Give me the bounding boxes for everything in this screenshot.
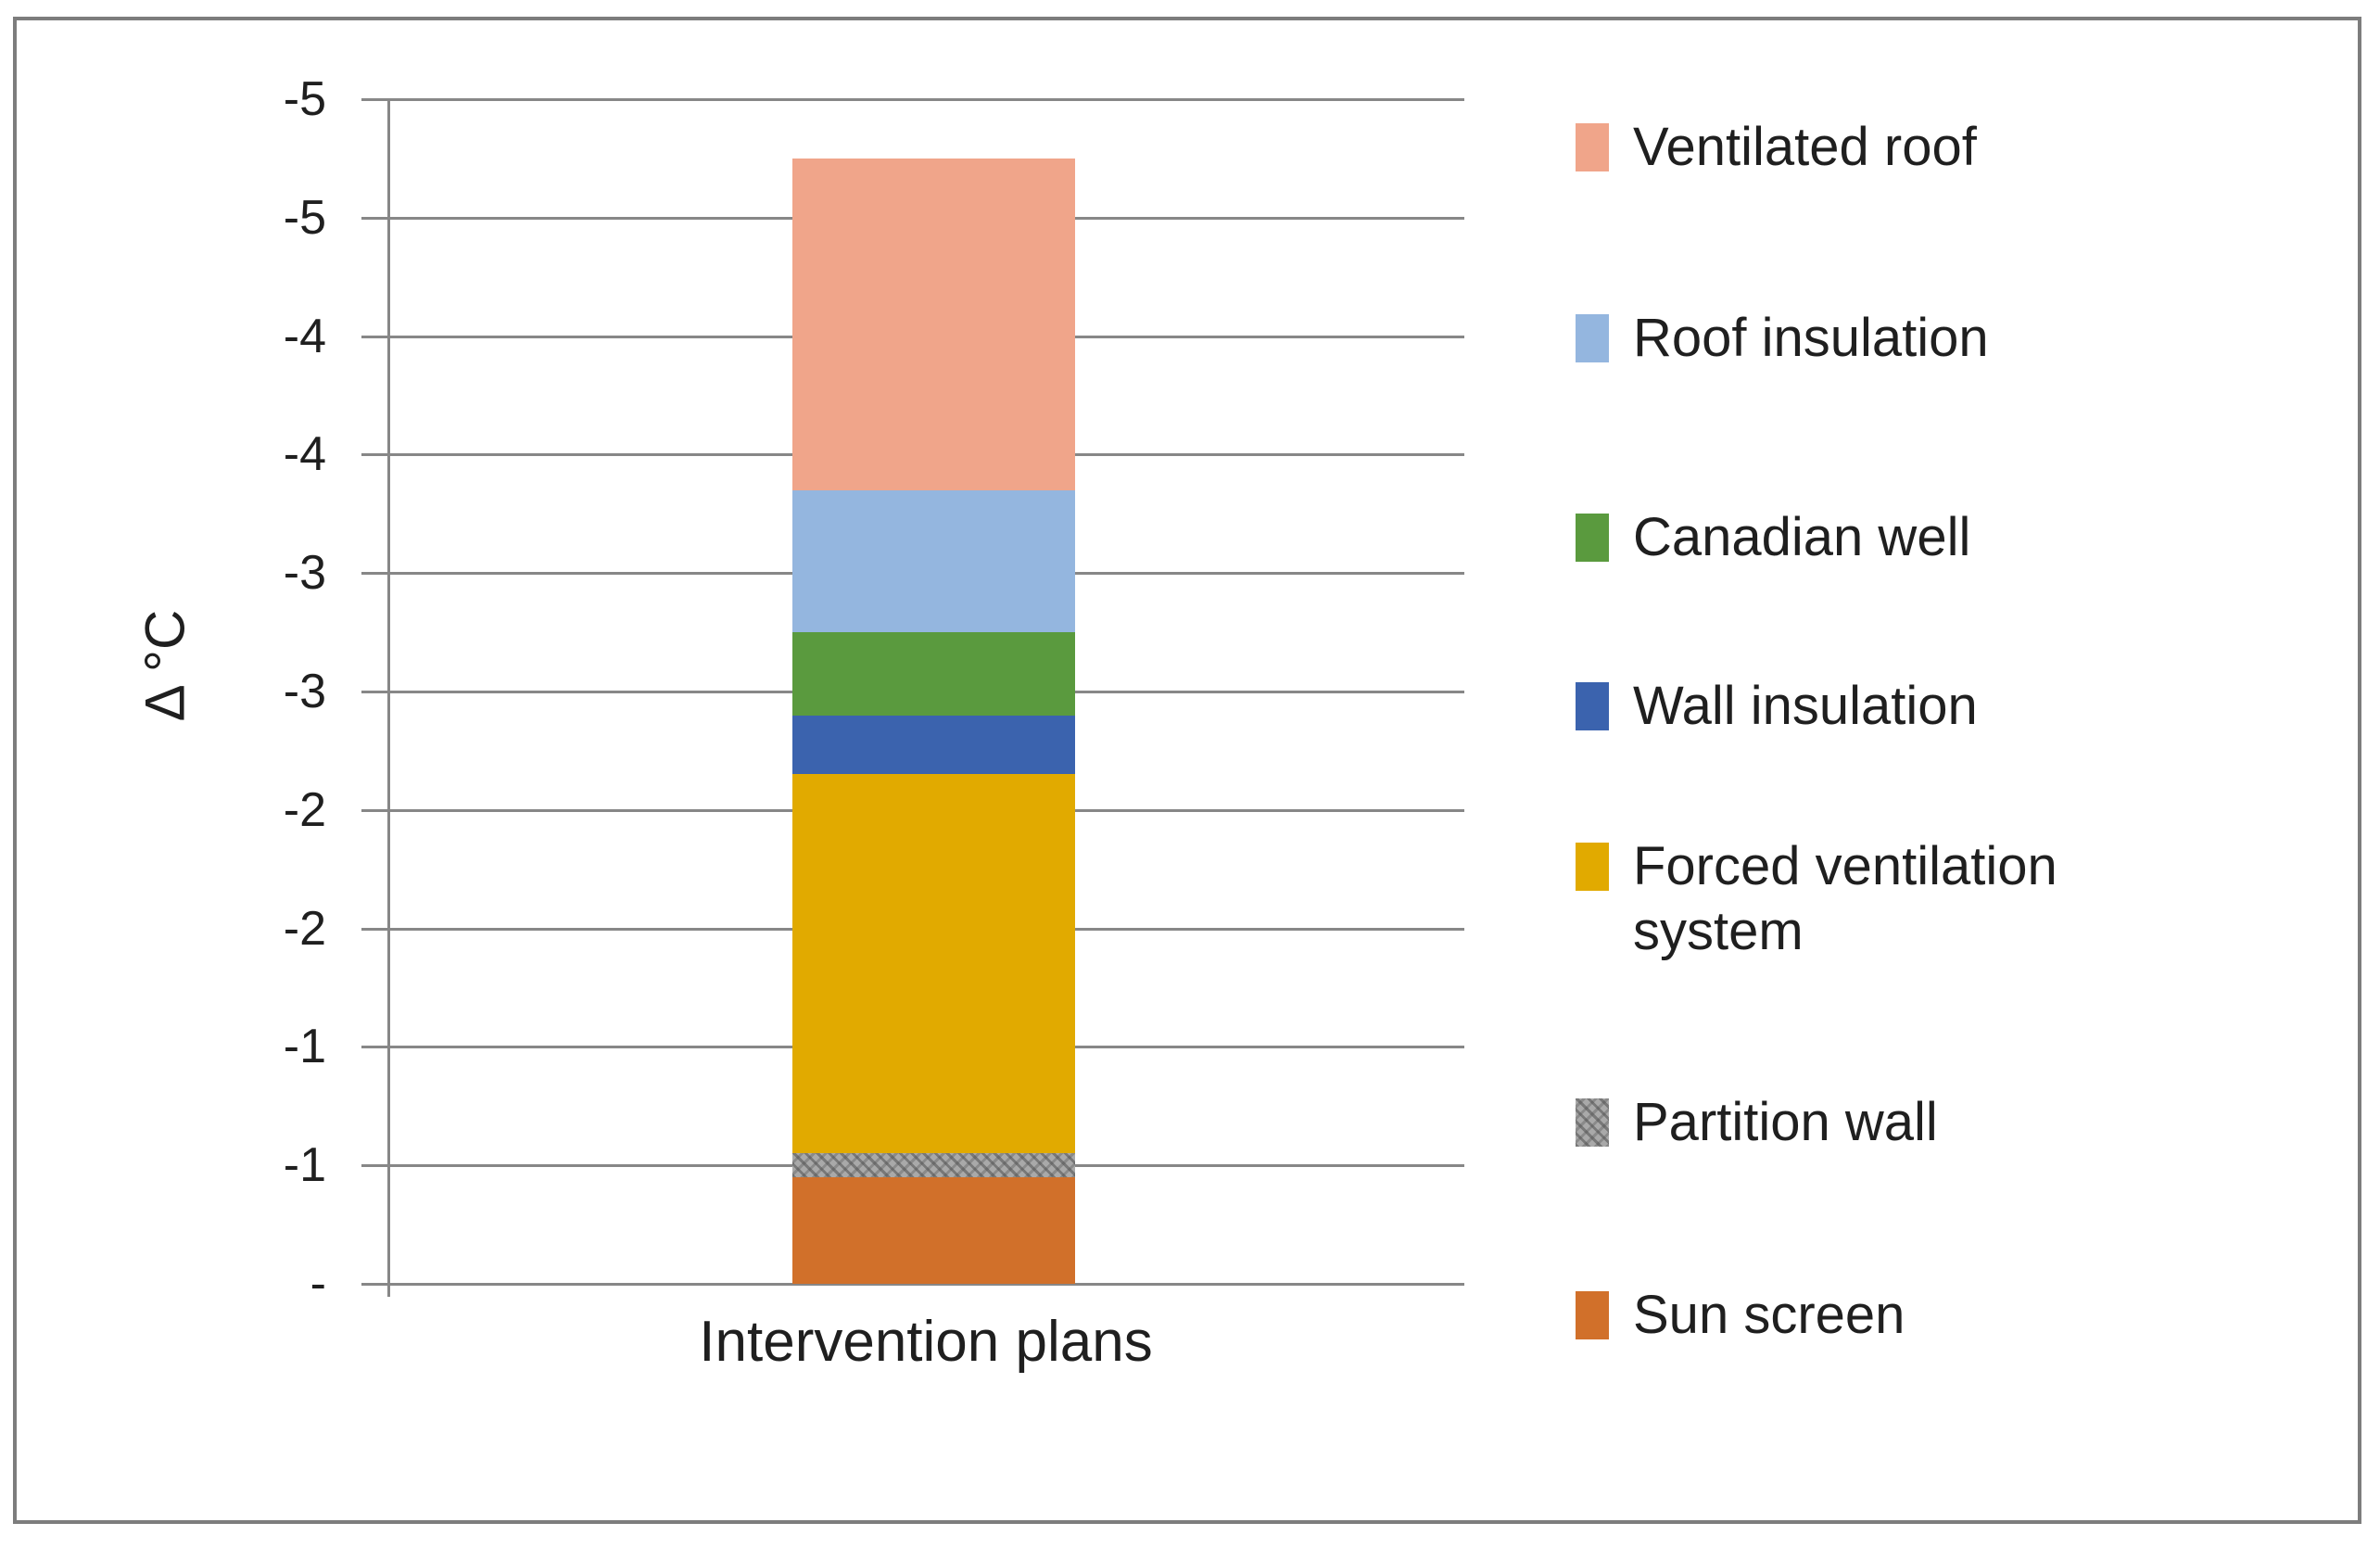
legend-swatch-sun-screen bbox=[1576, 1291, 1609, 1339]
stacked-bar bbox=[792, 99, 1075, 1284]
y-tick-label: -3 bbox=[283, 665, 326, 718]
legend-swatch-forced-ventilation-system bbox=[1576, 843, 1609, 891]
bar-segment-canadian-well bbox=[792, 632, 1075, 716]
legend-swatch-canadian-well bbox=[1576, 514, 1609, 562]
legend-item: Forced ventilation system bbox=[1576, 834, 2152, 964]
legend-swatch-partition-wall bbox=[1576, 1098, 1609, 1147]
y-tick-label: -2 bbox=[283, 782, 326, 837]
y-gridline bbox=[387, 98, 1464, 101]
legend-label: Forced ventilation system bbox=[1633, 836, 2057, 961]
plot-area bbox=[361, 98, 1464, 1286]
legend-item: Ventilated roof bbox=[1576, 115, 1977, 180]
y-tick-label: -5 bbox=[283, 72, 326, 126]
legend-item: Roof insulation bbox=[1576, 306, 1989, 371]
y-tick-label: -1 bbox=[283, 1020, 326, 1074]
y-tick-mark bbox=[361, 453, 387, 457]
y-tick-mark bbox=[361, 335, 387, 338]
y-tick-mark bbox=[361, 216, 387, 220]
y-tick-mark bbox=[361, 1283, 387, 1286]
y-axis-line bbox=[387, 99, 390, 1297]
bar-segment-forced-ventilation-system bbox=[792, 774, 1075, 1154]
bar-segment-ventilated-roof bbox=[792, 158, 1075, 490]
bar-segment-partition-wall bbox=[792, 1153, 1075, 1177]
y-tick-label: - bbox=[310, 1257, 326, 1311]
y-tick-label: -1 bbox=[283, 1138, 326, 1193]
legend-label: Partition wall bbox=[1633, 1092, 1938, 1152]
y-tick-label: -4 bbox=[283, 309, 326, 363]
y-tick-mark bbox=[361, 927, 387, 931]
bar-segment-sun-screen bbox=[792, 1176, 1075, 1284]
y-gridline bbox=[387, 1283, 1464, 1286]
y-tick-mark bbox=[361, 808, 387, 812]
legend-label: Roof insulation bbox=[1633, 308, 1989, 368]
legend-label: Ventilated roof bbox=[1633, 117, 1977, 177]
y-tick-mark bbox=[361, 572, 387, 576]
bar-segment-roof-insulation bbox=[792, 489, 1075, 633]
legend: Ventilated roof Roof insulation Canadian w… bbox=[1576, 0, 2354, 1548]
legend-item: Partition wall bbox=[1576, 1090, 1938, 1155]
y-tick-label: -4 bbox=[283, 427, 326, 482]
legend-label: Canadian well bbox=[1633, 507, 1971, 567]
y-tick-mark bbox=[361, 98, 387, 101]
figure-frame bbox=[13, 17, 2361, 1524]
legend-label: Sun screen bbox=[1633, 1285, 1905, 1345]
legend-swatch-wall-insulation bbox=[1576, 682, 1609, 730]
legend-item: Sun screen bbox=[1576, 1283, 1905, 1348]
legend-item: Wall insulation bbox=[1576, 674, 1978, 739]
y-tick-label: -5 bbox=[283, 190, 326, 245]
bar-segment-wall-insulation bbox=[792, 715, 1075, 775]
y-tick-mark bbox=[361, 691, 387, 693]
x-axis-title: Intervention plans bbox=[699, 1310, 1153, 1374]
legend-item: Canadian well bbox=[1576, 505, 1970, 570]
legend-swatch-ventilated-roof bbox=[1576, 123, 1609, 171]
y-tick-mark bbox=[361, 1046, 387, 1049]
legend-swatch-roof-insulation bbox=[1576, 314, 1609, 362]
y-tick-label: -2 bbox=[283, 901, 326, 956]
y-tick-label: -3 bbox=[283, 546, 326, 601]
y-tick-mark bbox=[361, 1164, 387, 1168]
y-axis-title: Δ °C bbox=[133, 609, 196, 722]
legend-label: Wall insulation bbox=[1633, 676, 1978, 736]
